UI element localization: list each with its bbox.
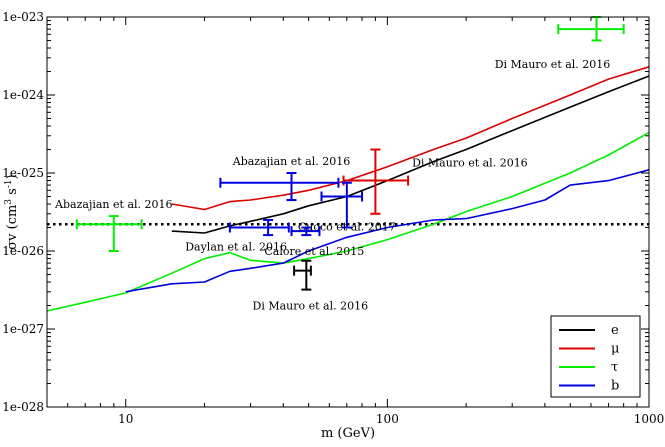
y-axis-label-main: σv (cm bbox=[5, 205, 20, 250]
series-line-e bbox=[171, 75, 650, 234]
series-line-τ bbox=[46, 131, 650, 312]
data-point-label: Di Mauro et al. 2016 bbox=[495, 58, 611, 71]
legend-label-b: b bbox=[611, 379, 619, 394]
data-point-label: Calore et al. 2015 bbox=[264, 245, 364, 258]
y-axis-label-mid: s bbox=[5, 188, 20, 199]
legend-label-τ: τ bbox=[611, 360, 618, 375]
y-tick-label: 1e-025 bbox=[2, 166, 44, 180]
series-line-μ bbox=[171, 66, 650, 211]
frame-layer bbox=[46, 16, 650, 408]
data-point-label: Di Mauro et al. 2016 bbox=[412, 157, 528, 170]
data-point: Di Mauro et al. 2016 bbox=[342, 148, 528, 215]
series-line-b bbox=[125, 169, 650, 293]
data-point-label: Di Mauro et al. 2016 bbox=[253, 300, 369, 313]
x-tick-label: 100 bbox=[376, 412, 399, 426]
x-tick-label: 10 bbox=[118, 412, 133, 426]
data-point: Daylan et al. 2016 bbox=[185, 218, 290, 254]
y-axis-label-end: ) bbox=[5, 174, 20, 179]
data-point: Abazajian et al. 2016 bbox=[219, 155, 350, 202]
y-tick-label: 1e-028 bbox=[2, 400, 44, 414]
y-axis-label-exp2: -1 bbox=[4, 179, 14, 188]
data-point: Di Mauro et al. 2016 bbox=[495, 16, 625, 71]
y-tick-label: 1e-026 bbox=[2, 244, 44, 258]
x-axis-label: m (GeV) bbox=[321, 426, 375, 441]
data-point: Di Mauro et al. 2016 bbox=[253, 259, 369, 313]
data-point-label: Abazajian et al. 2016 bbox=[54, 198, 172, 211]
y-tick-label: 1e-027 bbox=[2, 322, 44, 336]
legend-label-e: e bbox=[611, 323, 619, 338]
axes-layer: 10 100 1000 1e-028 1e-027 1e-026 1e-025 1e-024 1… bbox=[2, 10, 664, 441]
legend-label-μ: μ bbox=[611, 342, 619, 357]
y-tick-label: 1e-023 bbox=[2, 10, 44, 24]
data-point-label: Abazajian et al. 2016 bbox=[232, 155, 350, 168]
data-point: Cuoco et al. 2017 bbox=[298, 181, 396, 233]
data-point: Calore et al. 2015 bbox=[264, 226, 364, 258]
plot-frame bbox=[46, 16, 650, 408]
x-tick-label: 1000 bbox=[634, 412, 665, 426]
data-point-label: Cuoco et al. 2017 bbox=[298, 220, 396, 233]
y-tick-label: 1e-024 bbox=[2, 88, 44, 102]
data-point: Abazajian et al. 2016 bbox=[54, 198, 173, 252]
data-point-label: Daylan et al. 2016 bbox=[185, 241, 287, 254]
data-points-layer: Di Mauro et al. 2016 Abazajian et al. 201… bbox=[54, 16, 625, 313]
y-axis-label-exp1: 3 bbox=[4, 199, 14, 205]
series-layer bbox=[46, 66, 650, 312]
y-axis-label: σv (cm3 s-1) bbox=[4, 174, 20, 249]
